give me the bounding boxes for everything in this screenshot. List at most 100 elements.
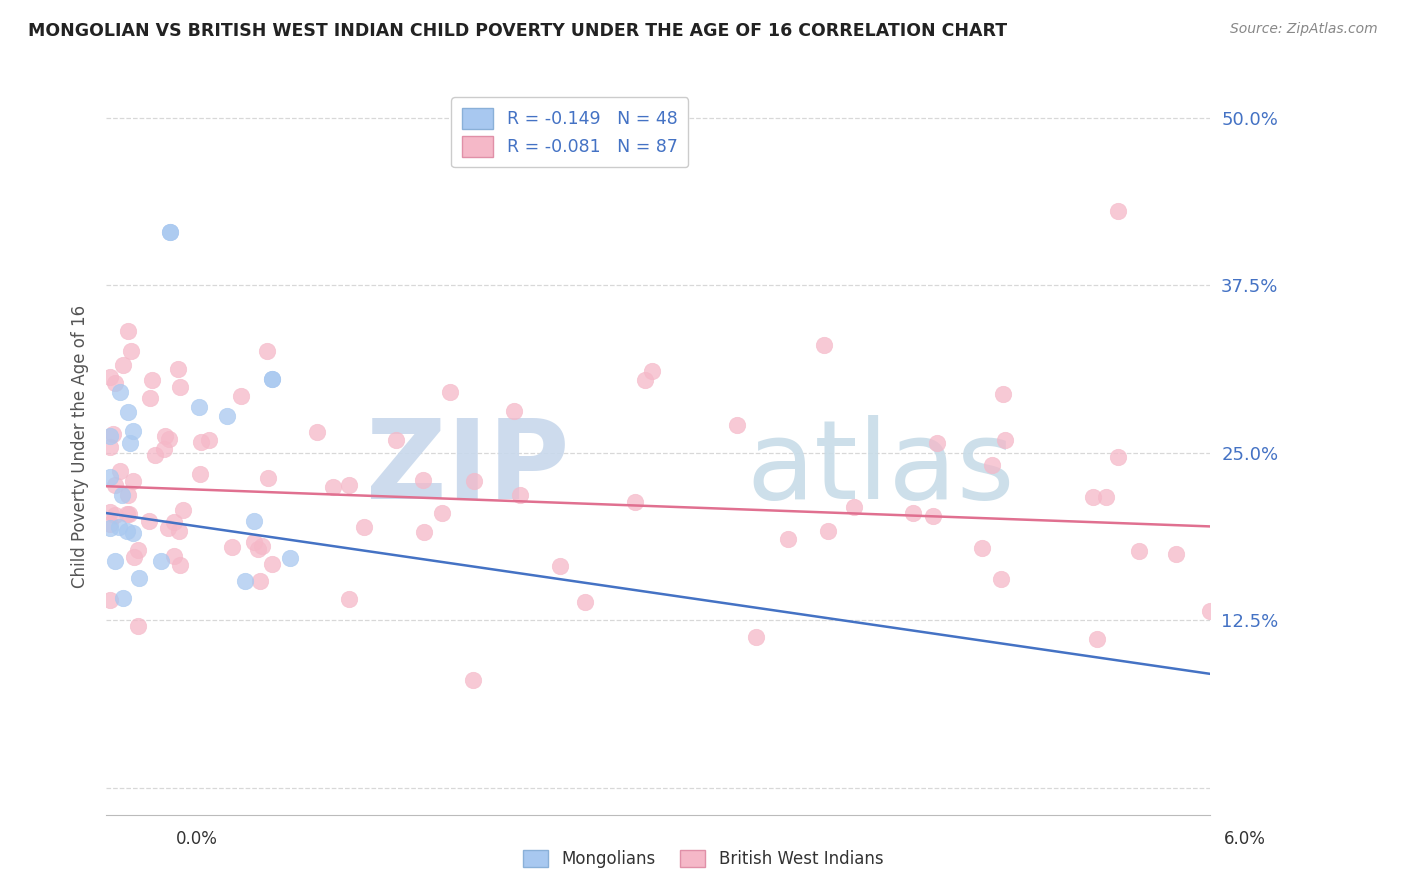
Point — [624, 495, 647, 509]
Point — [229, 389, 252, 403]
Text: 0.0%: 0.0% — [176, 830, 218, 847]
Text: 6.0%: 6.0% — [1223, 830, 1265, 847]
Text: ZIP: ZIP — [367, 415, 569, 522]
Point — [463, 673, 485, 687]
Point — [104, 376, 127, 391]
Point — [167, 524, 190, 539]
Point — [98, 370, 121, 384]
Point — [121, 474, 143, 488]
Point — [412, 473, 434, 487]
Point — [1083, 491, 1105, 505]
Legend: R = -0.149   N = 48, R = -0.081   N = 87: R = -0.149 N = 48, R = -0.081 N = 87 — [451, 97, 688, 168]
Point — [98, 429, 121, 443]
Point — [197, 433, 219, 447]
Point — [120, 343, 142, 358]
Point — [250, 539, 273, 553]
Point — [503, 404, 526, 418]
Point — [104, 508, 127, 522]
Point — [1107, 204, 1129, 219]
Point — [115, 524, 138, 539]
Point — [1128, 544, 1150, 558]
Y-axis label: Child Poverty Under the Age of 16: Child Poverty Under the Age of 16 — [72, 304, 89, 588]
Point — [430, 506, 453, 520]
Point — [156, 520, 179, 534]
Point — [243, 534, 266, 549]
Point — [337, 591, 360, 606]
Point — [98, 505, 121, 519]
Point — [641, 364, 664, 378]
Point — [246, 541, 269, 556]
Point — [634, 373, 657, 387]
Point — [901, 506, 924, 520]
Point — [190, 435, 212, 450]
Point — [509, 487, 531, 501]
Point — [242, 514, 264, 528]
Point — [155, 428, 177, 442]
Point — [439, 385, 461, 400]
Point — [117, 405, 139, 419]
Text: MONGOLIAN VS BRITISH WEST INDIAN CHILD POVERTY UNDER THE AGE OF 16 CORRELATION C: MONGOLIAN VS BRITISH WEST INDIAN CHILD P… — [28, 22, 1007, 40]
Point — [169, 379, 191, 393]
Point — [117, 324, 139, 338]
Point — [98, 516, 121, 531]
Point — [249, 574, 271, 589]
Point — [104, 554, 127, 568]
Point — [1166, 547, 1188, 561]
Point — [221, 541, 243, 555]
Point — [990, 572, 1012, 586]
Point — [166, 362, 188, 376]
Point — [110, 464, 132, 478]
Legend: Mongolians, British West Indians: Mongolians, British West Indians — [516, 843, 890, 875]
Point — [138, 514, 160, 528]
Point — [128, 571, 150, 585]
Point — [110, 384, 132, 399]
Point — [188, 467, 211, 481]
Point — [993, 386, 1015, 401]
Point — [463, 474, 485, 488]
Point — [745, 630, 768, 644]
Point — [98, 521, 121, 535]
Point — [112, 591, 135, 605]
Point — [98, 470, 121, 484]
Point — [118, 507, 141, 521]
Point — [1107, 450, 1129, 465]
Point — [260, 372, 283, 386]
Point — [121, 425, 143, 439]
Point — [844, 500, 866, 514]
Point — [1199, 603, 1222, 617]
Point — [127, 542, 149, 557]
Point — [725, 417, 748, 432]
Point — [159, 225, 181, 239]
Point — [163, 549, 186, 563]
Text: atlas: atlas — [747, 415, 1015, 522]
Point — [813, 338, 835, 352]
Point — [121, 526, 143, 541]
Point — [925, 436, 948, 450]
Point — [921, 509, 943, 524]
Point — [337, 478, 360, 492]
Point — [98, 593, 121, 607]
Point — [117, 488, 139, 502]
Point — [152, 442, 174, 457]
Point — [260, 557, 283, 571]
Point — [353, 519, 375, 533]
Point — [104, 477, 127, 491]
Point — [150, 554, 173, 568]
Point — [215, 409, 238, 424]
Point — [1095, 490, 1118, 504]
Point — [257, 471, 280, 485]
Point — [548, 558, 571, 573]
Point — [111, 488, 134, 502]
Point — [138, 391, 160, 405]
Point — [103, 427, 125, 442]
Point — [384, 433, 406, 447]
Point — [118, 436, 141, 450]
Point — [256, 343, 278, 358]
Point — [778, 533, 800, 547]
Point — [994, 433, 1017, 447]
Point — [143, 449, 166, 463]
Point — [188, 401, 211, 415]
Point — [127, 619, 149, 633]
Point — [970, 541, 993, 556]
Point — [157, 432, 180, 446]
